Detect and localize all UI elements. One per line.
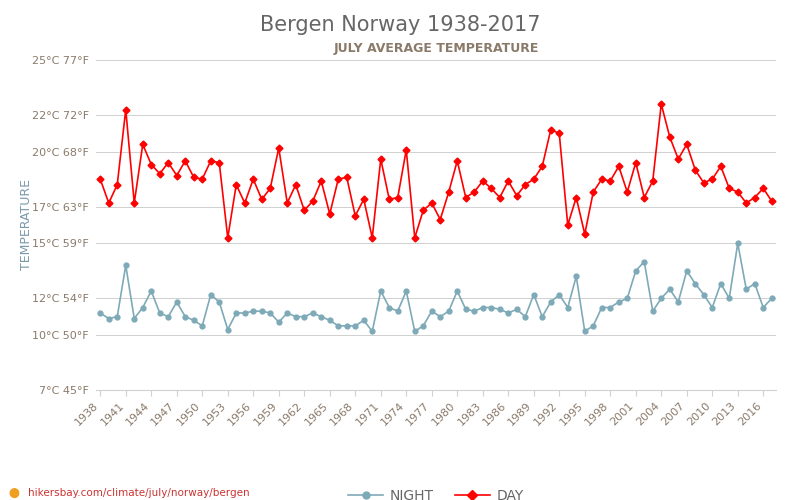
Text: ⬤: ⬤ (8, 488, 19, 498)
Legend: NIGHT, DAY: NIGHT, DAY (342, 484, 530, 500)
Y-axis label: TEMPERATURE: TEMPERATURE (20, 180, 33, 270)
Title: JULY AVERAGE TEMPERATURE: JULY AVERAGE TEMPERATURE (334, 42, 538, 54)
Text: Bergen Norway 1938-2017: Bergen Norway 1938-2017 (260, 15, 540, 35)
Text: hikersbay.com/climate/july/norway/bergen: hikersbay.com/climate/july/norway/bergen (28, 488, 250, 498)
